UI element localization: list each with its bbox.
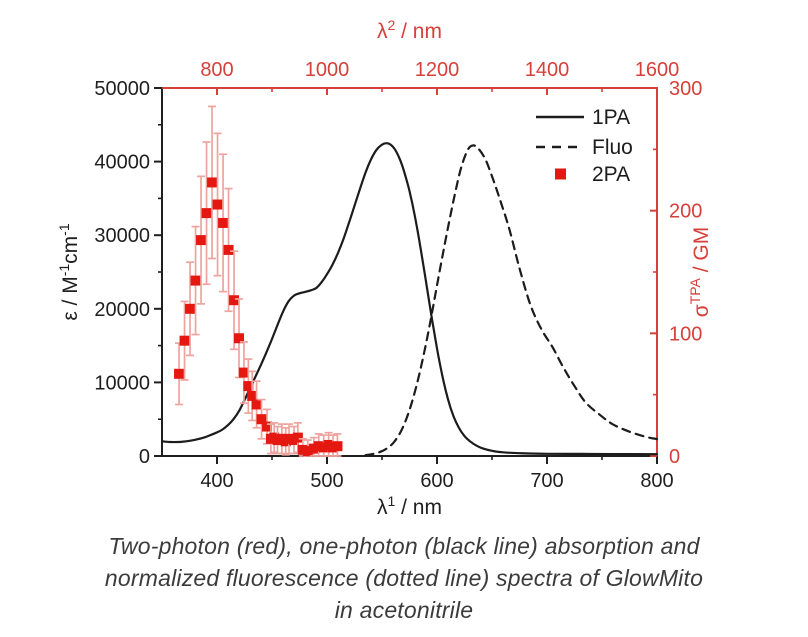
top-axis-title: λ2 / nm [377, 17, 442, 43]
top-tick-label: 1000 [305, 59, 350, 81]
2pa-point [234, 333, 244, 344]
2pa-point [262, 421, 273, 432]
caption-line-2: normalized fluorescence (dotted line) sp… [104, 565, 704, 591]
fluo-curve [364, 144, 659, 457]
2pa-point [196, 235, 207, 246]
legend-label-2pa: 2PA [592, 163, 630, 186]
left-tick-label: 50000 [94, 78, 150, 100]
right-tick-label: 100 [669, 323, 702, 345]
left-tick-label: 20000 [94, 299, 150, 321]
caption-line-1: Two-photon (red), one-photon (black line… [108, 533, 700, 559]
2pa-point [212, 199, 223, 210]
2pa-point [243, 381, 254, 392]
spectra-chart: 400 500 600 700 8000100002000030000400005000… [56, 17, 713, 519]
2pa-point [247, 390, 258, 401]
2pa-point [179, 335, 190, 346]
bottom-tick-label: 500 [310, 470, 343, 492]
caption-line-3: in acetonitrile [334, 597, 474, 623]
legend: 1PA Fluo 2PA [536, 106, 633, 186]
2pa-point [223, 244, 234, 255]
legend-label-1pa: 1PA [592, 106, 630, 129]
left-tick-label: 0 [139, 446, 150, 468]
bottom-tick-label: 600 [420, 470, 453, 492]
2pa-point [201, 208, 212, 219]
2pa-point [229, 295, 240, 306]
legend-marker-red-square [555, 168, 566, 180]
bottom-tick-label: 700 [530, 470, 563, 492]
bottom-axis-title: λ1 / nm [377, 493, 442, 519]
2pa-point [292, 432, 303, 443]
2pa-point [256, 414, 267, 425]
2pa-series [174, 105, 343, 457]
top-tick-label: 1400 [525, 59, 570, 81]
right-tick-label: 200 [669, 201, 702, 223]
2pa-point [251, 399, 262, 410]
1pa-curve [160, 142, 659, 456]
left-tick-label: 10000 [94, 372, 150, 394]
2pa-point [185, 303, 196, 314]
2pa-point [332, 441, 343, 452]
bottom-tick-label: 400 [200, 470, 233, 492]
legend-label-fluo: Fluo [592, 136, 633, 159]
2pa-point [207, 177, 218, 188]
left-tick-label: 30000 [94, 225, 150, 247]
2pa-point [174, 368, 185, 379]
2pa-point [190, 275, 201, 286]
2pa-point [238, 367, 249, 378]
right-axis-title: σTPA / GM [687, 227, 713, 318]
left-tick-label: 40000 [94, 152, 150, 174]
bottom-tick-label: 800 [640, 470, 673, 492]
right-tick-label: 0 [669, 446, 680, 468]
top-tick-label: 1200 [415, 59, 460, 81]
left-axis-title: ε / M-1cm-1 [56, 223, 82, 320]
figure-caption: Two-photon (red), one-photon (black line… [0, 530, 808, 626]
top-tick-label: 800 [200, 59, 233, 81]
right-tick-label: 300 [669, 78, 702, 100]
top-tick-label: 1600 [635, 59, 680, 81]
2pa-point [302, 446, 313, 457]
2pa-point [218, 217, 229, 228]
